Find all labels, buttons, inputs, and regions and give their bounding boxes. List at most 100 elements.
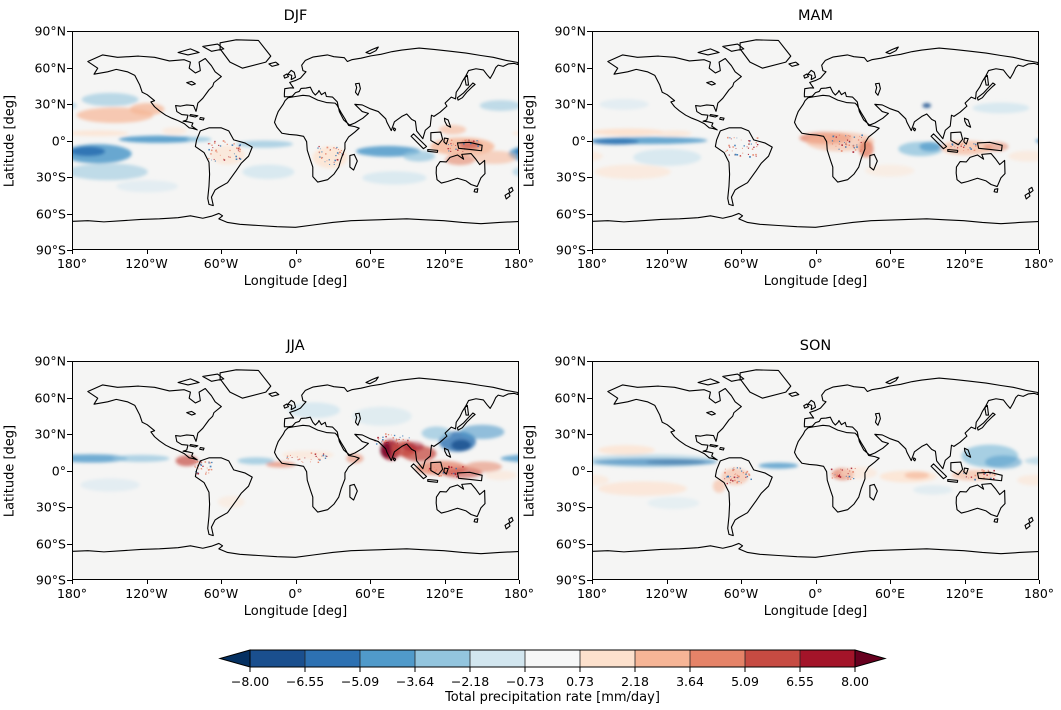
colorbar-tick-label: 6.55 [786,674,814,689]
x-tick-label: 120°W [125,256,168,271]
y-tick-label: 0° [571,133,586,148]
x-tick-label: 120°E [425,256,464,271]
x-axis-label: Longitude [deg] [243,604,348,619]
y-tick-mark [67,397,72,399]
panel-mam: MAM Longitude [deg] Latitude [deg] 180° 1… [523,8,1055,289]
coastline-path [593,370,1038,557]
y-tick-label: 60°S [35,206,66,221]
y-tick-label: 30°S [35,499,66,515]
y-tick-mark [67,507,72,508]
colorbar-tick-label: −6.55 [285,674,325,689]
y-tick-label: 30°N [554,426,586,442]
x-tick-label: 60°W [723,256,759,271]
y-tick-mark [587,250,592,251]
anomaly-field [593,444,1038,510]
y-axis-label: Latitude [deg] [522,94,538,187]
x-tick-label: 60°E [874,586,906,601]
x-tick-mark [741,580,742,584]
colorbar-left-arrow [218,649,251,668]
x-tick-mark [964,580,966,584]
y-tick-label: 30°S [555,169,586,185]
y-tick-mark [587,507,592,508]
map-plot-son [592,361,1039,580]
y-tick-mark [587,67,592,69]
speckle-layer [724,467,996,485]
x-tick-mark [72,580,73,584]
x-tick-mark [444,580,446,584]
x-tick-mark [890,580,891,584]
panel-djf: DJF Longitude [deg] Latitude [deg] 180° 1… [3,8,535,289]
x-tick-mark [666,250,668,254]
x-tick-mark [1039,250,1040,254]
x-tick-label: 60°W [203,256,239,271]
map-plot-mam [592,31,1039,250]
x-tick-label: 0° [288,256,303,271]
x-tick-mark [370,250,371,254]
coastline-path [73,40,518,227]
y-tick-label: 90°N [554,353,586,369]
colorbar-label: Total precipitation rate [mm/day] [445,690,660,705]
panel-title-son: SON [799,338,832,354]
x-tick-label: 60°E [874,256,906,271]
map-plot-djf [72,31,519,250]
y-tick-label: 90°N [34,23,66,39]
x-tick-mark [890,250,891,254]
x-tick-mark [221,250,222,254]
y-tick-label: 60°S [555,206,586,221]
y-tick-mark [587,177,592,178]
colorbar-tick-label: 5.09 [731,674,759,689]
colorbar-tick-label: −2.18 [450,674,490,689]
x-tick-label: 60°E [354,256,386,271]
y-tick-mark [67,104,72,105]
x-axis-label: Longitude [deg] [763,274,868,289]
speckle-layer [207,139,480,165]
y-tick-mark [587,31,592,32]
x-tick-label: 180° [503,586,535,601]
y-tick-mark [587,434,592,435]
y-tick-label: 60°S [35,536,66,551]
x-tick-mark [592,250,593,254]
colorbar-right-arrow [854,649,887,668]
x-tick-label: 120°W [645,586,688,601]
y-tick-label: 90°S [555,242,586,258]
x-tick-mark [146,250,148,254]
x-tick-mark [519,580,520,584]
x-tick-label: 120°W [645,256,688,271]
y-tick-mark [587,470,592,472]
y-tick-mark [587,140,592,142]
x-tick-label: 120°E [425,586,464,601]
x-tick-label: 0° [808,256,823,271]
y-tick-label: 30°N [554,96,586,112]
y-tick-label: 90°S [35,572,66,588]
y-tick-label: 90°S [35,242,66,258]
map-svg [73,32,518,249]
x-tick-mark [221,580,222,584]
colorbar [218,649,887,672]
x-tick-label: 120°E [945,256,984,271]
y-tick-mark [67,140,72,142]
x-tick-label: 180° [1023,256,1055,271]
coastline-path [73,370,518,557]
map-svg [593,362,1038,579]
y-tick-label: 0° [51,463,66,478]
x-tick-mark [815,250,817,254]
y-tick-label: 90°N [34,353,66,369]
y-axis-label: Latitude [deg] [522,424,538,517]
y-tick-label: 30°S [35,169,66,185]
y-tick-label: 30°S [555,499,586,515]
y-tick-mark [67,543,72,545]
colorbar-tick-label: −8.00 [230,674,270,689]
x-tick-mark [444,250,446,254]
y-tick-mark [67,361,72,362]
x-axis-label: Longitude [deg] [763,604,868,619]
colorbar-tick-label: 0.73 [566,674,594,689]
y-tick-mark [67,177,72,178]
panel-title-jja: JJA [286,338,305,354]
y-tick-mark [587,213,592,215]
x-axis-label: Longitude [deg] [243,274,348,289]
x-tick-mark [370,580,371,584]
colorbar-tick-label: 8.00 [841,674,869,689]
y-tick-label: 90°S [555,572,586,588]
x-tick-mark [741,250,742,254]
panel-son: SON Longitude [deg] Latitude [deg] 180° 1… [523,338,1055,619]
